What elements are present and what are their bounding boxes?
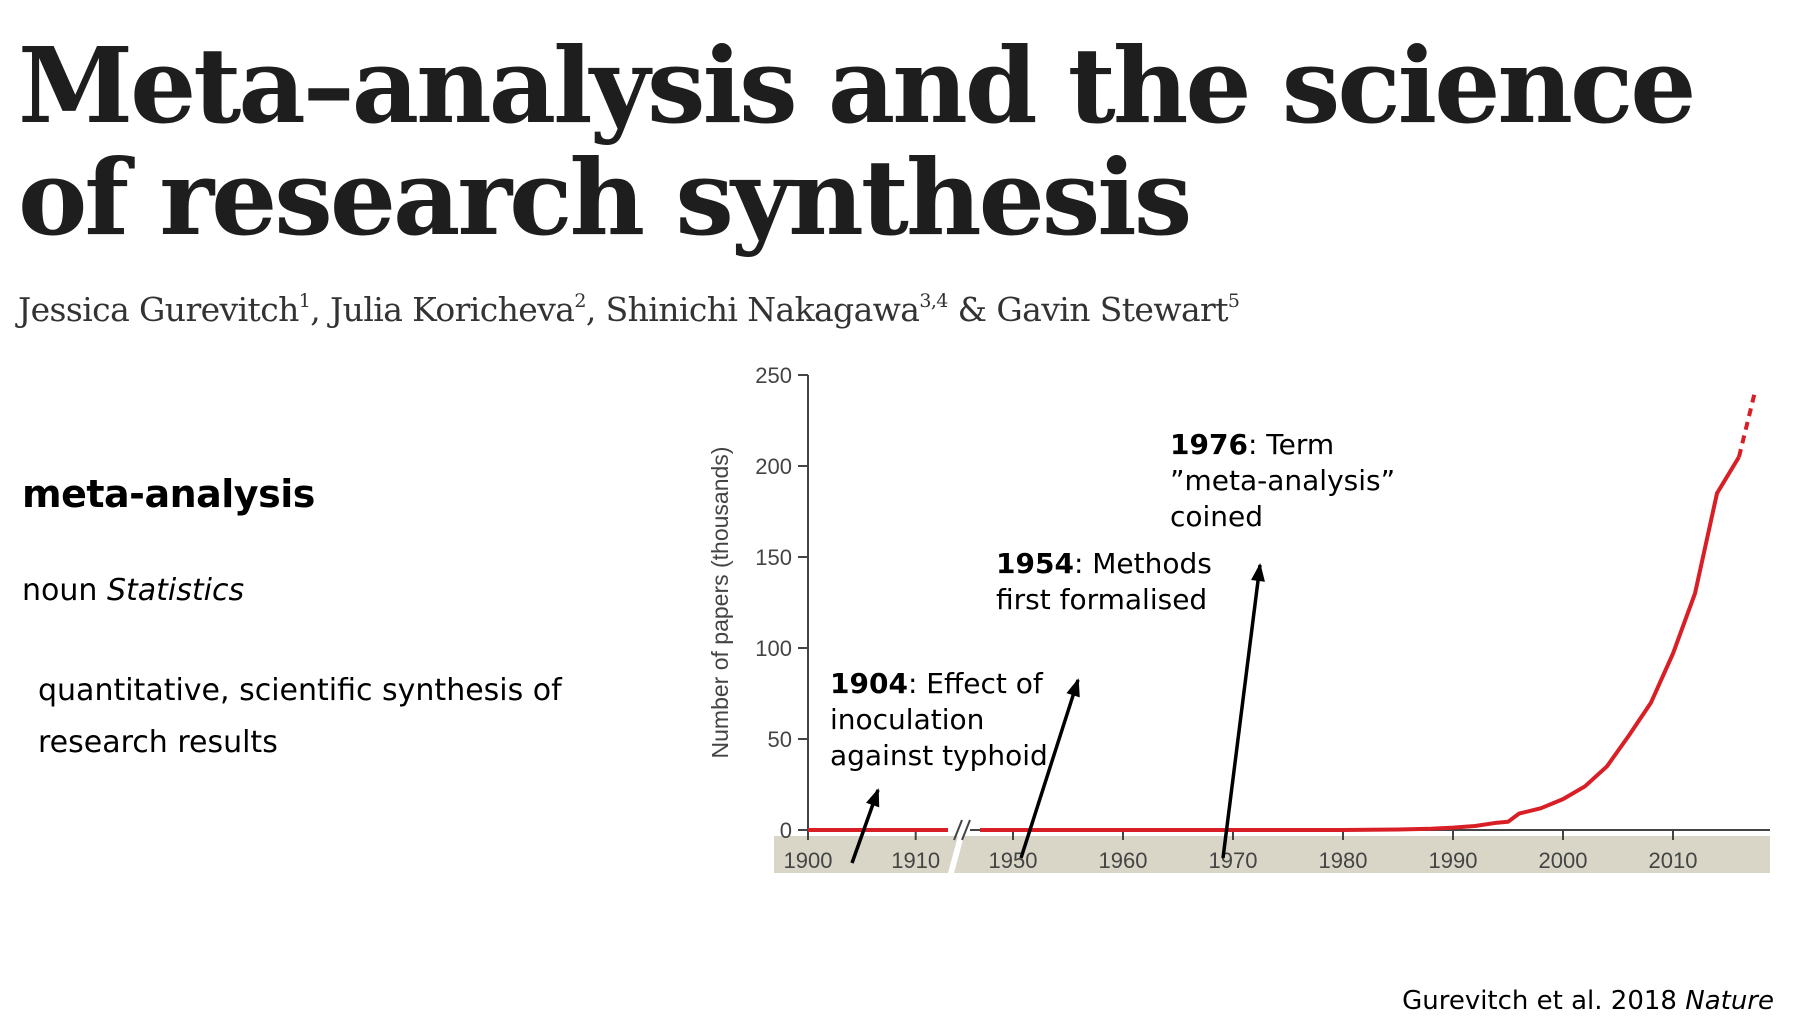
article-title: Meta–analysis and the science of researc…	[18, 24, 1696, 259]
citation-text: Gurevitch et al. 2018	[1402, 986, 1677, 1016]
axis-break-mark	[953, 819, 963, 841]
annotation-line: coined	[1170, 500, 1263, 533]
annotation-line: against typhoid	[830, 739, 1048, 772]
definition-term: meta-analysis	[22, 472, 315, 516]
y-tick-label: 200	[755, 454, 792, 479]
author-name: Julia Koricheva	[330, 290, 575, 329]
annotation-line: 1976: Term	[1170, 428, 1334, 461]
y-tick-label: 0	[780, 818, 792, 843]
annotation-year: 1904	[830, 667, 908, 700]
x-tick-label: 2010	[1649, 848, 1698, 873]
axis-break-mark	[961, 819, 971, 841]
annotation-arrowhead	[866, 788, 880, 808]
series-line	[980, 455, 1741, 832]
definition-part-of-speech: noun Statistics	[22, 573, 244, 608]
author-list: Jessica Gurevitch1, Julia Koricheva2, Sh…	[18, 290, 1240, 329]
annotation-year: 1954	[996, 547, 1074, 580]
annotation-line: 1954: Methods	[996, 547, 1212, 580]
x-tick-label: 1950	[989, 848, 1038, 873]
citation: Gurevitch et al. 2018 Nature	[1402, 986, 1774, 1016]
annotation-line: first formalised	[996, 583, 1207, 616]
author-affiliation: 5	[1227, 290, 1240, 312]
x-axis-band-left	[774, 836, 958, 873]
citation-journal: Nature	[1685, 986, 1774, 1016]
x-tick-label: 1910	[891, 848, 940, 873]
author-affiliation: 3,4	[919, 290, 948, 312]
annotation-arrow	[1019, 679, 1080, 859]
annotation-arrow	[1221, 564, 1262, 859]
y-tick-label: 50	[768, 727, 792, 752]
part-of-speech-label: noun	[22, 573, 98, 608]
author-name: Gavin Stewart	[996, 290, 1228, 329]
annotation-year: 1976	[1170, 428, 1248, 461]
author-name: Jessica Gurevitch	[18, 290, 299, 329]
annotation-arrowhead	[1251, 563, 1265, 582]
annotation-line: 1904: Effect of	[830, 667, 1044, 700]
author-name: Shinichi Nakagawa	[605, 290, 920, 329]
author-affiliation: 1	[298, 290, 311, 312]
series-line-projection	[1737, 389, 1758, 458]
annotation-label: 1954: Methods first formalised	[996, 547, 1212, 616]
x-tick-label: 2000	[1539, 848, 1588, 873]
x-tick-label: 1980	[1319, 848, 1368, 873]
x-tick-label: 1960	[1099, 848, 1148, 873]
annotation-label: 1976: Term ”meta-analysis” coined	[1170, 428, 1395, 533]
x-tick-label: 1900	[784, 848, 833, 873]
definition-text: quantitative, scientific synthesis of re…	[38, 673, 562, 760]
x-tick-label: 1970	[1209, 848, 1258, 873]
annotation-line: ”meta-analysis”	[1170, 464, 1395, 497]
y-tick-label: 150	[755, 545, 792, 570]
annotation-line: inoculation	[830, 703, 984, 736]
y-tick-label: 100	[755, 636, 792, 661]
annotation-arrowhead	[1066, 678, 1080, 698]
papers-per-year-chart: 0 50 100 150 200 250 Number of papers (thousan…	[707, 363, 1770, 873]
y-tick-label: 250	[755, 363, 792, 388]
subject-label: Statistics	[106, 573, 245, 608]
annotation-label: 1904: Effect of inoculation against typhoi…	[830, 667, 1048, 772]
author-affiliation: 2	[574, 290, 586, 312]
x-tick-label: 1990	[1429, 848, 1478, 873]
y-axis-title: Number of papers (thousands)	[707, 447, 733, 759]
x-axis-band-right	[954, 836, 1770, 873]
